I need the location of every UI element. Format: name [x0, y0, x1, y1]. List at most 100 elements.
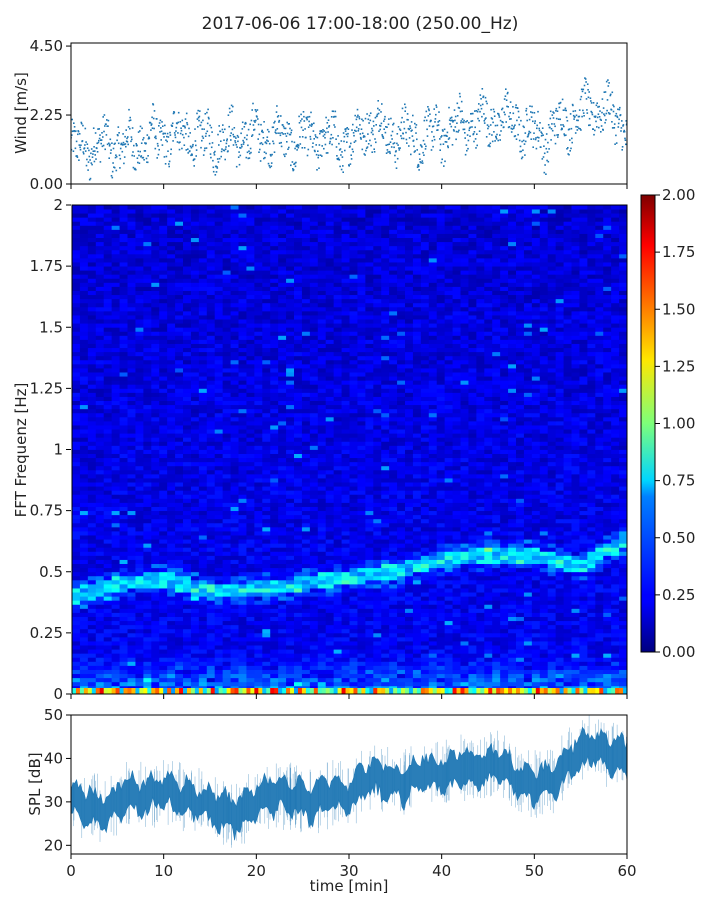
spectrogram-cell: [167, 632, 176, 638]
spectrogram-cell: [72, 559, 81, 564]
spectrogram-cell: [262, 526, 271, 532]
spectrogram-cell: [571, 571, 580, 577]
wind-point: [304, 128, 306, 130]
wind-point: [121, 144, 124, 146]
wind-point: [325, 152, 328, 154]
spectrogram-cell: [72, 563, 81, 569]
spectrogram-cell: [87, 526, 97, 532]
wind-point: [372, 133, 374, 136]
spectrogram-cell: [309, 620, 319, 626]
spectrogram-cell: [270, 665, 279, 670]
wind-point: [494, 124, 497, 127]
spectrogram-cell: [436, 543, 446, 548]
spectrogram-cell: [531, 547, 541, 552]
spectrogram-cell: [198, 518, 208, 524]
wind-point: [598, 105, 600, 108]
wind-point: [359, 133, 362, 135]
spectrogram-cell: [412, 620, 422, 626]
wind-point: [384, 131, 387, 134]
spectrogram-cell: [619, 628, 627, 634]
spectrogram-cell: [167, 494, 176, 499]
spectrogram-cell: [135, 653, 144, 658]
spectrogram-cell: [270, 681, 279, 687]
spectrogram-cell: [175, 486, 184, 491]
spectrogram-cell: [222, 681, 231, 687]
spectrogram-cell: [222, 547, 231, 552]
wind-point: [392, 122, 395, 125]
wind-point: [603, 91, 606, 93]
spectrogram-cell: [555, 583, 564, 589]
spectrogram-cell: [167, 681, 176, 687]
spectrogram-cell: [111, 522, 120, 528]
spectrogram-cell: [603, 632, 612, 638]
wind-point: [519, 150, 521, 153]
wind-point: [382, 137, 385, 139]
spectrogram-cell: [389, 575, 398, 581]
spectrogram-cell: [87, 649, 97, 654]
spectrogram-cell: [508, 677, 517, 683]
spectrogram-cell: [222, 567, 231, 573]
wind-point: [569, 113, 572, 115]
wind-point: [602, 107, 605, 109]
spectrogram-cell: [254, 669, 263, 675]
spectrogram-cell: [333, 535, 342, 540]
spectrogram-cell: [476, 681, 485, 687]
spectrogram-cell: [286, 628, 295, 634]
wind-point: [245, 122, 247, 125]
wind-point: [387, 123, 390, 126]
spectrogram-cell: [238, 665, 247, 670]
spectrogram-cell: [135, 571, 144, 577]
spectrogram-cell: [238, 575, 247, 581]
spectrogram-cell: [214, 592, 224, 597]
spectrogram-cell: [309, 563, 319, 569]
spectrogram-cell: [183, 522, 192, 528]
spectrogram-cell: [294, 661, 303, 666]
wind-point: [185, 112, 188, 115]
wind-point: [206, 130, 209, 133]
spectrogram-cell: [72, 502, 81, 507]
wind-point: [121, 143, 123, 146]
spectrogram-cell: [523, 604, 533, 609]
spectrogram-cell: [254, 567, 263, 573]
spectrogram-cell: [571, 608, 580, 613]
wind-point: [157, 153, 160, 156]
spectrogram-cell: [341, 490, 350, 495]
spectrogram-cell: [143, 543, 152, 548]
wind-point: [250, 151, 252, 154]
spectrogram-cell: [286, 641, 295, 646]
wind-point: [572, 104, 574, 107]
wind-point: [80, 121, 83, 124]
spectrogram-cell: [341, 608, 350, 613]
spectrogram-cell: [484, 604, 493, 609]
spectrogram-cell: [254, 514, 263, 520]
spectrogram-cell: [611, 624, 620, 630]
spectrogram-cell: [278, 543, 287, 548]
spectrogram-cell: [159, 502, 168, 507]
spectrogram-cell: [389, 669, 398, 675]
wind-point: [166, 140, 168, 143]
wind-point: [92, 150, 95, 152]
spectrogram-cell: [317, 543, 327, 548]
wind-point: [144, 150, 147, 152]
spectrogram-cell: [365, 547, 374, 552]
spectrogram-cell: [444, 677, 453, 683]
spectrogram-cell: [325, 547, 335, 552]
wind-point: [528, 118, 531, 121]
wind-point: [232, 133, 234, 136]
spectrogram-cell: [143, 531, 152, 536]
spectrogram-cell: [516, 649, 525, 654]
wind-point: [126, 141, 129, 143]
spectrogram-cell: [349, 669, 358, 675]
spectrogram-cell: [412, 665, 422, 670]
wind-point: [249, 123, 251, 126]
wind-point: [378, 109, 381, 111]
spectrogram-cell: [595, 526, 604, 532]
spectrogram-cell: [587, 510, 596, 516]
wind-point: [603, 114, 606, 117]
wind-point: [305, 117, 308, 120]
spectrogram-cell: [508, 555, 517, 560]
spectrogram-cell: [492, 649, 501, 654]
spectrogram-cell: [95, 596, 105, 601]
wind-point: [621, 149, 623, 151]
wind-point: [276, 116, 279, 118]
